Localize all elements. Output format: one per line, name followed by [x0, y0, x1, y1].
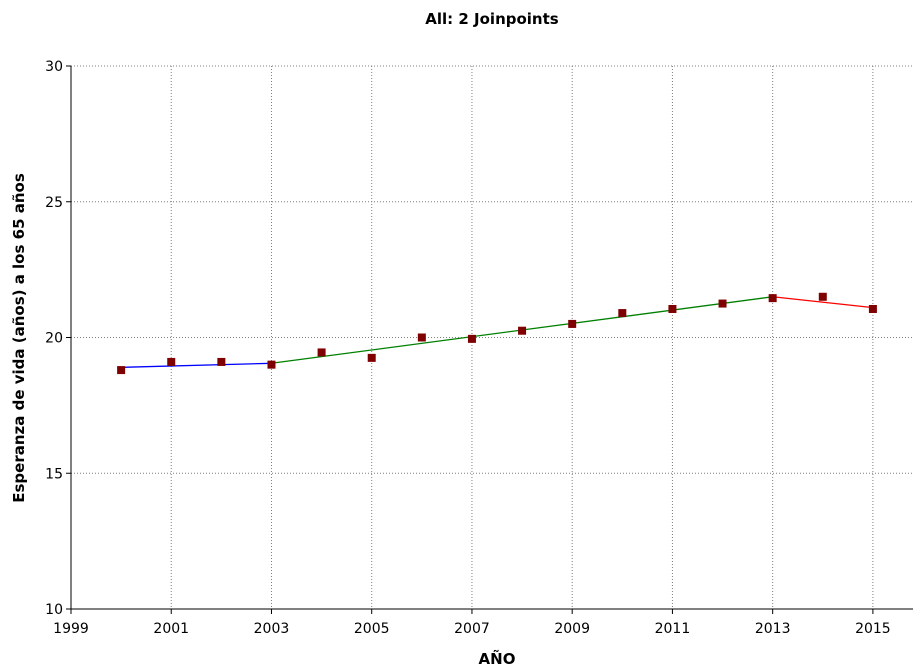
observed-point: [818, 292, 827, 301]
trend-segment-1: [121, 362, 272, 369]
y-tick-label: 20: [45, 331, 63, 347]
x-tick-label: 1999: [53, 621, 89, 637]
x-tick-label: 2001: [153, 621, 189, 637]
observed-point: [467, 334, 476, 343]
observed-point: [267, 360, 276, 369]
y-tick-label: 30: [45, 59, 63, 75]
observed-point: [618, 309, 627, 318]
y-tick-label: 10: [45, 602, 63, 618]
observed-point: [568, 319, 577, 328]
observed-point: [518, 326, 527, 335]
grid-layer: [71, 65, 913, 609]
y-tick-label: 15: [45, 466, 63, 482]
observed-point: [417, 333, 426, 342]
observed-point: [217, 357, 226, 366]
x-tick-label: 2013: [755, 621, 791, 637]
axis-layer: 1999 2001 2003 2005 2007 2009 2011 2013 2015 10 15…: [45, 59, 913, 637]
x-tick-label: 2011: [655, 621, 691, 637]
observed-point: [367, 353, 376, 362]
observed-point: [117, 366, 126, 375]
x-axis-label: AÑO: [479, 649, 516, 668]
x-tick-label: 2005: [354, 621, 390, 637]
label-layer: All: 2 Joinpoints AÑO Esperanza de vida …: [10, 10, 559, 668]
x-tick-label: 2007: [454, 621, 490, 637]
x-tick-label: 2003: [254, 621, 290, 637]
observed-point: [317, 348, 326, 357]
observed-point: [868, 304, 877, 313]
observed-point: [668, 304, 677, 313]
y-tick-label: 25: [45, 195, 63, 211]
series-layer: [117, 292, 877, 375]
observed-point: [167, 357, 176, 366]
x-tick-label: 2015: [855, 621, 891, 637]
trend-segment-3: [772, 296, 873, 309]
x-tick-label: 2009: [554, 621, 590, 637]
observed-point: [718, 299, 727, 308]
chart-title: All: 2 Joinpoints: [425, 10, 559, 28]
y-axis-label: Esperanza de vida (años) a los 65 años: [10, 173, 28, 503]
observed-point: [768, 294, 777, 303]
